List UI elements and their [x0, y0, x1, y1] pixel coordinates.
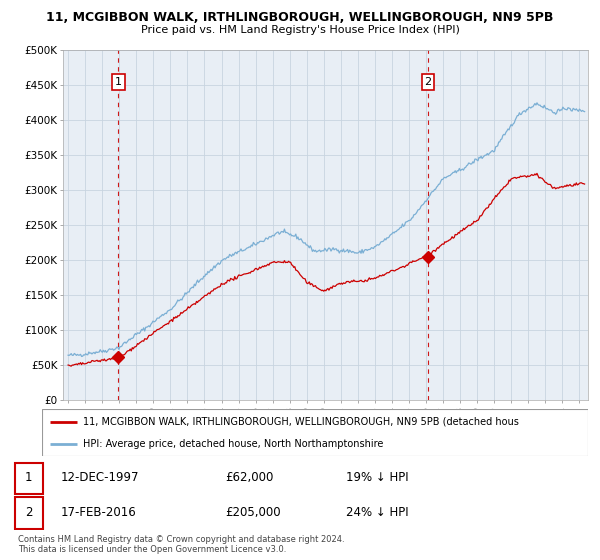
Text: Contains HM Land Registry data © Crown copyright and database right 2024.
This d: Contains HM Land Registry data © Crown c…: [18, 535, 344, 554]
Text: 2: 2: [25, 506, 32, 519]
Text: Price paid vs. HM Land Registry's House Price Index (HPI): Price paid vs. HM Land Registry's House …: [140, 25, 460, 35]
Bar: [15, 497, 43, 529]
Text: 24% ↓ HPI: 24% ↓ HPI: [346, 506, 409, 519]
Text: HPI: Average price, detached house, North Northamptonshire: HPI: Average price, detached house, Nort…: [83, 438, 383, 449]
Text: 11, MCGIBBON WALK, IRTHLINGBOROUGH, WELLINGBOROUGH, NN9 5PB (detached hous: 11, MCGIBBON WALK, IRTHLINGBOROUGH, WELL…: [83, 417, 519, 427]
Text: £205,000: £205,000: [225, 506, 281, 519]
Text: 11, MCGIBBON WALK, IRTHLINGBOROUGH, WELLINGBOROUGH, NN9 5PB: 11, MCGIBBON WALK, IRTHLINGBOROUGH, WELL…: [46, 11, 554, 24]
Text: £62,000: £62,000: [225, 471, 274, 484]
Text: 17-FEB-2016: 17-FEB-2016: [61, 506, 137, 519]
Text: 1: 1: [25, 471, 32, 484]
Text: 19% ↓ HPI: 19% ↓ HPI: [346, 471, 409, 484]
Text: 2: 2: [425, 77, 431, 87]
Text: 1: 1: [115, 77, 122, 87]
Bar: [15, 463, 43, 494]
Text: 12-DEC-1997: 12-DEC-1997: [61, 471, 139, 484]
